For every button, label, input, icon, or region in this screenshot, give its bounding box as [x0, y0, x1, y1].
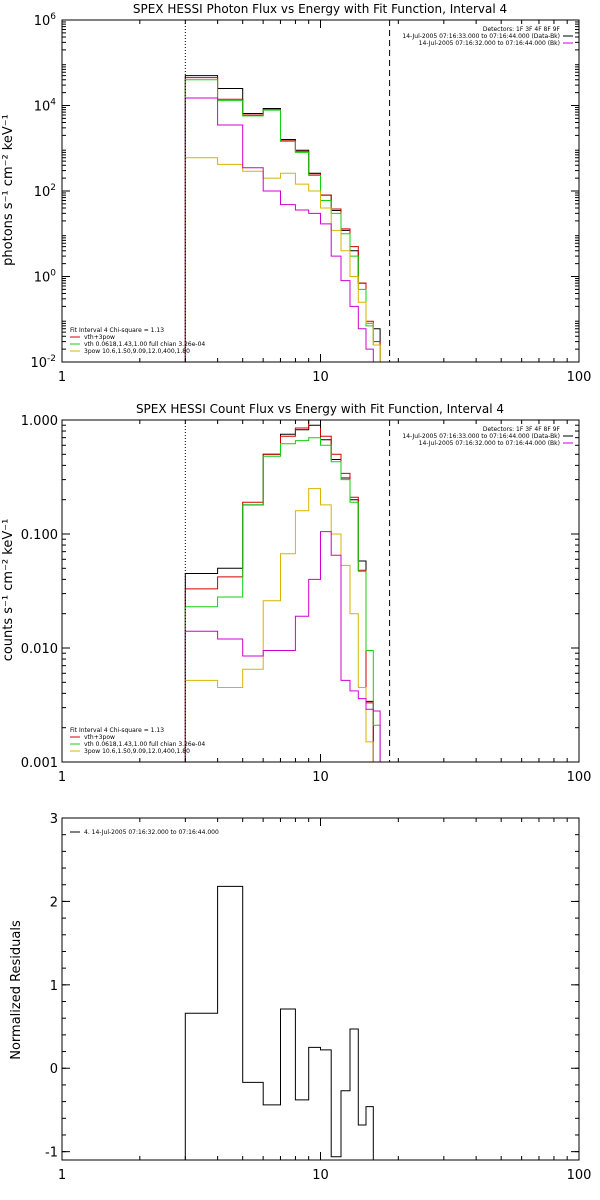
count-legend-fit-line: 3pow 10.6,1.50,9.09,12.0,400,1.80 [84, 748, 190, 755]
residuals-x-tick-label: 100 [567, 1168, 592, 1183]
tick-base: 10 [34, 185, 51, 200]
photon-y-tick-label: 106 [34, 12, 57, 29]
residuals-panel: Normalized Residuals 1 10 100 -1 0 1 2 3 4. 14-… [9, 812, 591, 1183]
residuals-y-tick-label: 1 [50, 979, 58, 994]
count-series-yellow [184, 488, 381, 763]
count-x-tick-label: 1 [58, 770, 66, 785]
photon-legend-top-line: 14-Jul-2005 07:16:33.000 to 07:16:44.000… [402, 33, 560, 40]
count-legend-top-line: Detectors: 1F 3F 4F 8F 9F [483, 426, 561, 433]
count-y-tick-label: 0.100 [21, 528, 58, 543]
tick-exponent: -2 [47, 354, 56, 364]
count-series-magenta [184, 531, 381, 762]
tick-exponent: 2 [50, 183, 56, 193]
photon-x-tick-label: 10 [312, 370, 329, 385]
photon-legend-fit-line: vth+3pow [84, 334, 115, 341]
tick-base: 10 [30, 356, 47, 371]
photon-y-tick-label: 104 [34, 98, 57, 115]
count-panel-title: SPEX HESSI Count Flux vs Energy with Fit… [136, 402, 504, 416]
photon-y-tick-label: 102 [34, 183, 56, 200]
photon-legend-fit-line: Fit Interval 4 Chi-square = 1.13 [70, 327, 164, 334]
count-y-axis-label: counts s⁻¹ cm⁻² keV⁻¹ [1, 519, 16, 662]
residuals-x-tick-label: 10 [312, 1168, 329, 1183]
photon-y-tick-label: 100 [34, 269, 57, 286]
photon-series-black [184, 75, 381, 362]
residuals-plot-frame [61, 817, 580, 1161]
residuals-legend-text: 4. 14-Jul-2005 07:16:32.000 to 07:16:44.… [84, 829, 219, 836]
count-legend-fit-line: vth+3pow [84, 734, 115, 741]
count-series-red [184, 419, 381, 763]
residuals-y-tick-label: 2 [50, 895, 58, 910]
count-y-tick-label: 1.000 [21, 414, 58, 429]
tick-exponent: 0 [50, 269, 56, 279]
count-series-green [184, 437, 381, 762]
residuals-y-axis-label: Normalized Residuals [9, 920, 24, 1060]
count-y-tick-label: 0.001 [21, 756, 58, 771]
photon-series-red [184, 77, 381, 362]
count-x-tick-label: 10 [312, 770, 329, 785]
photon-panel-title: SPEX HESSI Photon Flux vs Energy with Fi… [133, 2, 507, 16]
count-legend-fit-line: vth 0.0618,1.43,1.00 full chian 3.26e-04 [84, 741, 205, 748]
count-flux-panel: SPEX HESSI Count Flux vs Energy with Fit… [1, 402, 591, 785]
count-plot-frame [61, 419, 580, 763]
residuals-series-black [184, 885, 374, 1160]
photon-y-tick-label: 10-2 [30, 354, 56, 371]
photon-legend-top-line: Detectors: 1F 3F 4F 8F 9F [483, 26, 561, 33]
tick-base: 10 [34, 14, 51, 29]
photon-series-yellow [184, 157, 387, 363]
tick-exponent: 6 [50, 12, 56, 22]
count-series-black [184, 424, 381, 763]
count-legend-top-line: 14-Jul-2005 07:16:32.000 to 07:16:44.000… [419, 440, 560, 447]
photon-x-tick-label: 1 [58, 370, 66, 385]
count-legend-fit-line: Fit Interval 4 Chi-square = 1.13 [70, 727, 164, 734]
photon-legend-top-line: 14-Jul-2005 07:16:32.000 to 07:16:44.000… [419, 40, 560, 47]
photon-legend-fit-line: vth 0.0618,1.43,1.00 full chian 3.26e-04 [84, 341, 205, 348]
photon-flux-panel: SPEX HESSI Photon Flux vs Energy with Fi… [1, 2, 591, 385]
count-y-tick-label: 0.010 [21, 642, 58, 657]
tick-base: 10 [34, 100, 51, 115]
photon-series-green [184, 79, 414, 363]
residuals-y-tick-label: 3 [50, 812, 58, 827]
photon-x-tick-label: 100 [567, 370, 592, 385]
count-legend-top-line: 14-Jul-2005 07:16:33.000 to 07:16:44.000… [402, 433, 560, 440]
residuals-y-tick-label: 0 [50, 1062, 58, 1077]
photon-legend-fit-line: 3pow 10.6,1.50,9.09,12.0,400,1.80 [84, 348, 190, 355]
tick-exponent: 4 [50, 98, 56, 108]
photon-series-magenta [184, 97, 387, 363]
residuals-y-tick-label: -1 [45, 1146, 58, 1161]
photon-y-axis-label: photons s⁻¹ cm⁻² keV⁻¹ [1, 114, 16, 266]
count-x-tick-label: 100 [567, 770, 592, 785]
residuals-x-tick-label: 1 [58, 1168, 66, 1183]
tick-base: 10 [34, 271, 51, 286]
